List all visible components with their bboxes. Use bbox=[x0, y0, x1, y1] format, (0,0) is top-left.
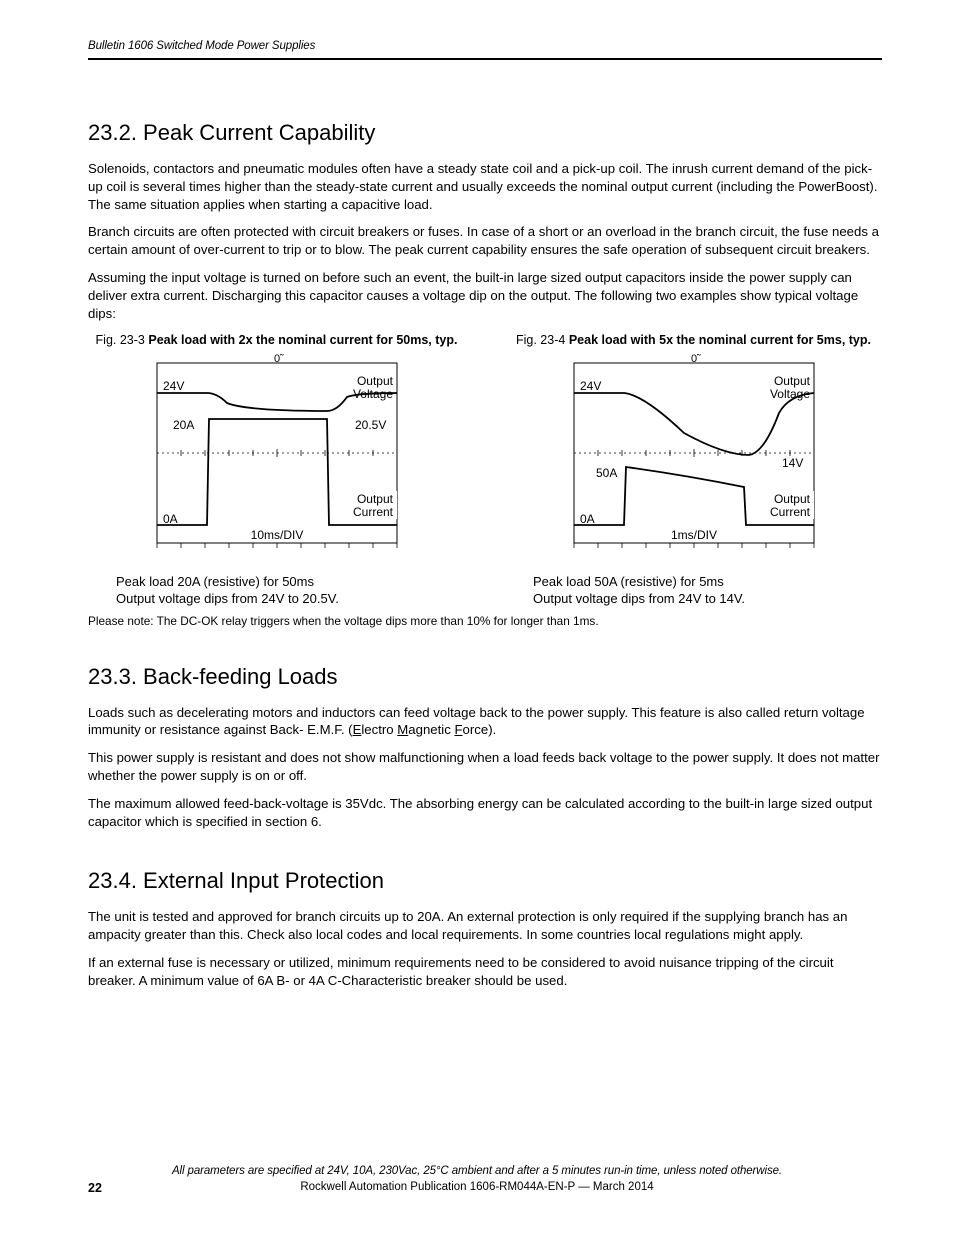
s2-p1: Loads such as decelerating motors and in… bbox=[88, 704, 882, 740]
svg-text:Voltage: Voltage bbox=[769, 387, 809, 401]
fig2-14v: 14V bbox=[782, 456, 803, 470]
header-rule bbox=[88, 58, 882, 60]
s2-p2: This power supply is resistant and does … bbox=[88, 749, 882, 785]
fig1-xdiv: 10ms/DIV bbox=[250, 528, 303, 542]
fig1-0a: 0A bbox=[163, 512, 178, 526]
s1-p3: Assuming the input voltage is turned on … bbox=[88, 269, 882, 322]
fig-23-3: Fig. 23-3 Peak load with 2x the nominal … bbox=[88, 333, 465, 608]
fig-23-3-title-bold: Peak load with 2x the nominal current fo… bbox=[148, 333, 457, 347]
fig-23-3-chart: 0̃ 24V 20A 0A 20.5V Output Voltage Outpu… bbox=[137, 353, 417, 563]
section-23-4-title: 23.4. External Input Protection bbox=[88, 868, 882, 894]
fig2-50a: 50A bbox=[596, 466, 617, 480]
fig2-0a: 0A bbox=[580, 512, 595, 526]
fig1-outv1: Output bbox=[356, 374, 393, 388]
svg-text:Output: Output bbox=[773, 374, 810, 388]
fig-23-4-title-bold: Peak load with 5x the nominal current fo… bbox=[569, 333, 871, 347]
s1-p1: Solenoids, contactors and pneumatic modu… bbox=[88, 160, 882, 213]
svg-text:Current: Current bbox=[769, 505, 810, 519]
fig-23-3-caption: Peak load 20A (resistive) for 50ms Outpu… bbox=[116, 573, 465, 608]
fig-23-4-title: Fig. 23-4 Peak load with 5x the nominal … bbox=[505, 333, 882, 347]
page-footer: All parameters are specified at 24V, 10A… bbox=[0, 1163, 954, 1195]
fig1-20a: 20A bbox=[173, 418, 194, 432]
fig1-cap2: Output voltage dips from 24V to 20.5V. bbox=[116, 590, 465, 608]
s3-p2: If an external fuse is necessary or util… bbox=[88, 954, 882, 990]
fig1-20.5v: 20.5V bbox=[355, 418, 386, 432]
svg-text:Current: Current bbox=[352, 505, 393, 519]
fig2-xdiv: 1ms/DIV bbox=[670, 528, 716, 542]
please-note: Please note: The DC-OK relay triggers wh… bbox=[88, 614, 882, 628]
fig-23-4-chart: 0̃ 24V 50A 0A 14V Output Voltage Output … bbox=[554, 353, 834, 563]
s3-p1: The unit is tested and approved for bran… bbox=[88, 908, 882, 944]
s1-p2: Branch circuits are often protected with… bbox=[88, 223, 882, 259]
fig-23-4-ref: Fig. 23-4 bbox=[516, 333, 565, 347]
fig2-cap2: Output voltage dips from 24V to 14V. bbox=[533, 590, 882, 608]
fig-23-3-ref: Fig. 23-3 bbox=[96, 333, 145, 347]
fig1-cap1: Peak load 20A (resistive) for 50ms bbox=[116, 573, 465, 591]
fig1-24v: 24V bbox=[163, 379, 184, 393]
s2-p3: The maximum allowed feed-back-voltage is… bbox=[88, 795, 882, 831]
fig2-24v: 24V bbox=[580, 379, 601, 393]
s2-p1-post: orce). bbox=[463, 722, 497, 737]
page-number: 22 bbox=[88, 1181, 102, 1195]
svg-text:Output: Output bbox=[773, 492, 810, 506]
svg-text:Output: Output bbox=[356, 492, 393, 506]
fig-23-3-title: Fig. 23-3 Peak load with 2x the nominal … bbox=[88, 333, 465, 347]
section-23-3-title: 23.3. Back-feeding Loads bbox=[88, 664, 882, 690]
doc-header: Bulletin 1606 Switched Mode Power Suppli… bbox=[88, 40, 882, 52]
footer-line1: All parameters are specified at 24V, 10A… bbox=[0, 1163, 954, 1179]
emf-m: M bbox=[397, 722, 408, 737]
footer-line2: Rockwell Automation Publication 1606-RM0… bbox=[0, 1179, 954, 1195]
fig-23-4: Fig. 23-4 Peak load with 5x the nominal … bbox=[505, 333, 882, 608]
figures-row: Fig. 23-3 Peak load with 2x the nominal … bbox=[88, 333, 882, 608]
fig1-outv2: Voltage bbox=[352, 387, 392, 401]
fig-23-4-caption: Peak load 50A (resistive) for 5ms Output… bbox=[533, 573, 882, 608]
section-23-2-title: 23.2. Peak Current Capability bbox=[88, 120, 882, 146]
emf-f: F bbox=[454, 722, 462, 737]
emf-e: E bbox=[353, 722, 362, 737]
fig2-cap1: Peak load 50A (resistive) for 5ms bbox=[533, 573, 882, 591]
